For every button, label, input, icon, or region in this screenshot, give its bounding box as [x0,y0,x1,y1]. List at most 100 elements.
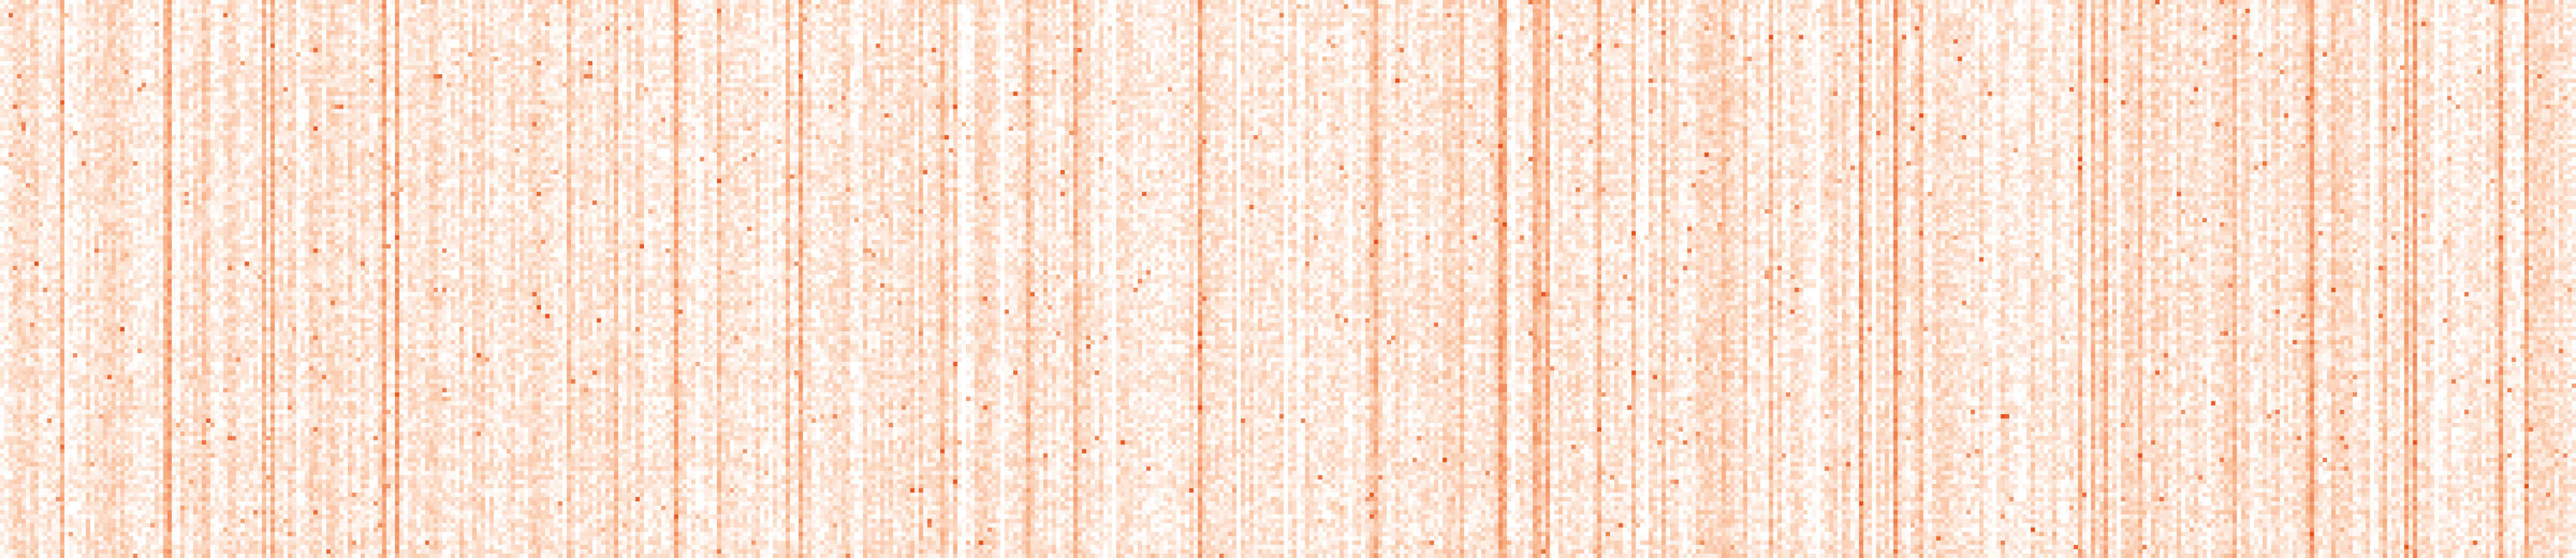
heatmap-cell [2143,9,2147,13]
heatmap-cell [1095,0,1099,4]
heatmap-cell [1911,9,1915,13]
heatmap-cell [2336,4,2340,9]
heatmap-cell [176,4,180,9]
heatmap-cell [2374,4,2379,9]
heatmap-cell [1219,13,1224,18]
heatmap-cell [1584,13,1589,18]
heatmap-cell [2550,4,2555,9]
heatmap-cell [1949,13,1953,18]
heatmap-cell [442,0,447,4]
heatmap-cell [1979,9,1984,13]
heatmap-cell [665,9,670,13]
heatmap-cell [1219,4,1224,9]
heatmap-cell [1953,0,1958,4]
heatmap-cell [1039,13,1043,18]
heatmap-cell [1095,4,1099,9]
heatmap-cell [2091,9,2096,13]
heatmap-cell [1653,9,1657,13]
heatmap-cell [1138,9,1142,13]
heatmap-cell [2095,4,2099,9]
heatmap-cell [2146,9,2151,13]
heatmap-cell [146,4,150,9]
heatmap-cell [614,4,618,9]
heatmap-cell [2022,13,2026,18]
heatmap-cell [1743,0,1748,4]
heatmap-cell [1863,9,1868,13]
heatmap-cell [1842,4,1846,9]
heatmap-cell [1301,13,1305,18]
heatmap-cell [580,4,584,9]
heatmap-cell [777,4,782,9]
heatmap-cell [2529,13,2533,18]
heatmap-cell [430,4,434,9]
heatmap-cell [301,0,305,4]
heatmap-cell [2323,0,2327,4]
heatmap-cell [717,4,721,9]
heatmap-cell [855,9,859,13]
heatmap-cell [863,13,867,18]
heatmap-cell [696,13,700,18]
heatmap-cell [970,0,975,4]
heatmap-cell [1477,13,1481,18]
heatmap-cell [2134,9,2138,13]
heatmap-cell [1481,9,1485,13]
heatmap-cell [1155,9,1159,13]
heatmap-cell [1326,4,1331,9]
heatmap-cell [794,9,799,13]
heatmap-cell [365,4,369,9]
heatmap-cell [1777,13,1782,18]
heatmap-cell [236,0,240,4]
heatmap-cell [2555,13,2559,18]
heatmap-cell [653,13,657,18]
heatmap-cell [575,4,580,9]
heatmap-cell [262,13,266,18]
heatmap-cell [2009,13,2014,18]
heatmap-cell [211,13,215,18]
heatmap-cell [1043,4,1048,9]
heatmap-cell [1069,4,1074,9]
heatmap-cell [2524,4,2529,9]
heatmap-cell [1292,9,1297,13]
heatmap-cell [708,4,713,9]
heatmap-cell [1906,13,1911,18]
heatmap-cell [1546,0,1550,4]
heatmap-cell [1236,13,1241,18]
heatmap-cell [2357,4,2362,9]
heatmap-cell [2043,13,2048,18]
heatmap-cell [1953,13,1958,18]
heatmap-cell [287,9,292,13]
heatmap-cell [1288,13,1292,18]
heatmap-cell [322,9,326,13]
heatmap-cell [2267,9,2271,13]
heatmap-cell [1747,0,1752,4]
heatmap-cell [1146,13,1151,18]
heatmap-cell [2460,9,2465,13]
heatmap-cell [674,0,679,4]
heatmap-cell [1653,0,1657,4]
heatmap-cell [485,9,489,13]
heatmap-cell [378,0,382,4]
heatmap-cell [1992,4,1997,9]
heatmap-cell [1180,9,1185,13]
heatmap-cell [519,13,524,18]
heatmap-cell [2533,9,2538,13]
heatmap-cell [202,13,206,18]
heatmap-cell [945,13,949,18]
heatmap-cell [777,0,782,4]
heatmap-cell [206,13,211,18]
heatmap-cell [609,18,614,22]
heatmap-cell [2087,13,2091,18]
heatmap-cell [240,4,245,9]
heatmap-cell [1756,13,1760,18]
heatmap-cell [855,13,859,18]
heatmap-cell [1224,4,1228,9]
heatmap-cell [1151,4,1155,9]
heatmap-cell [339,13,343,18]
heatmap-cell [1941,4,1945,9]
heatmap-cell [1679,0,1683,4]
heatmap-cell [2503,4,2507,9]
heatmap-cell [1859,9,1863,13]
heatmap-cell [1846,9,1850,13]
heatmap-cell [618,13,623,18]
heatmap-cell [2409,9,2413,13]
